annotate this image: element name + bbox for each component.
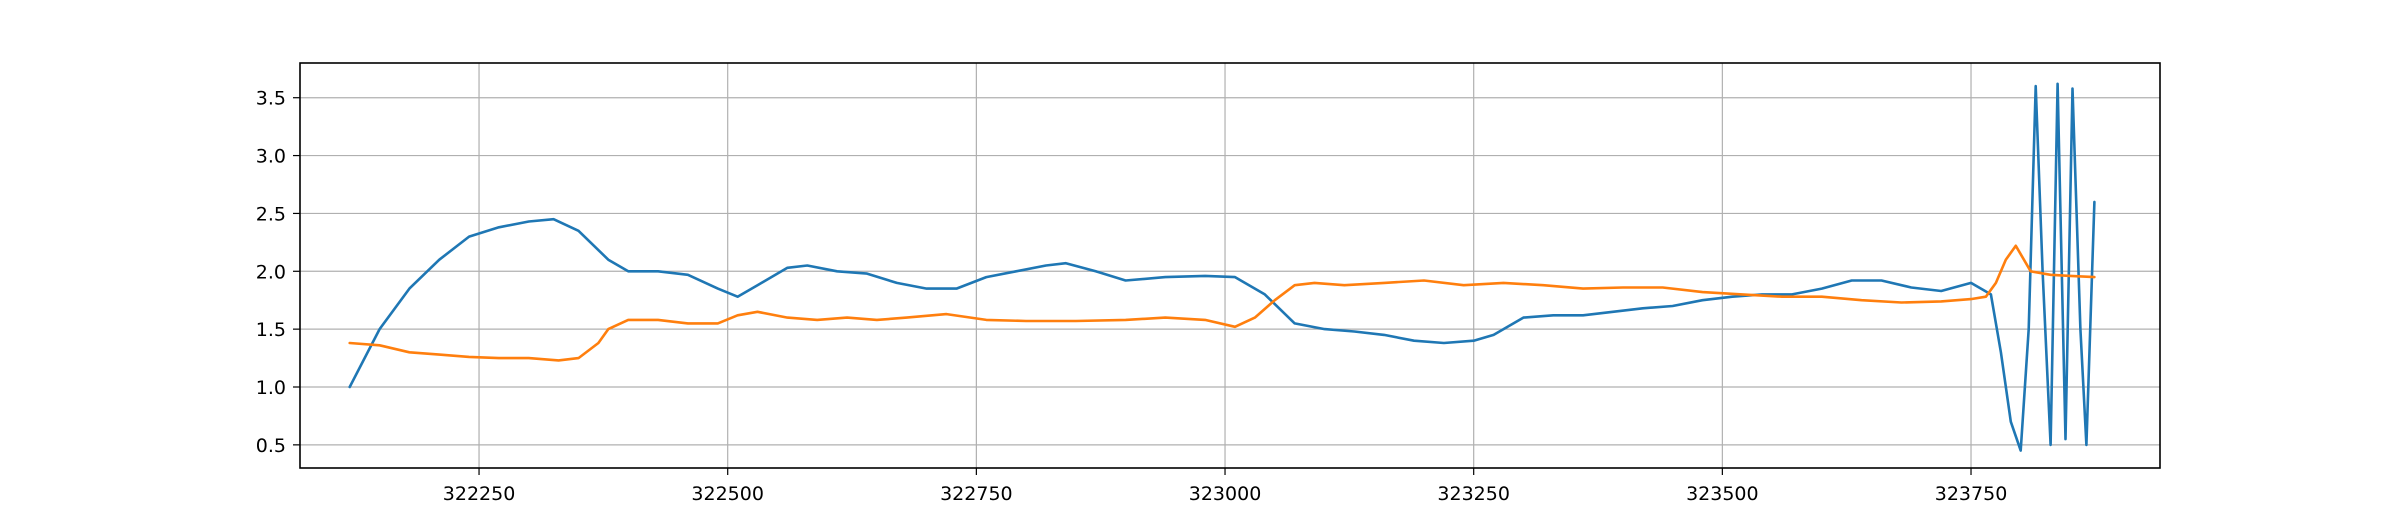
x-tick-label: 322500 xyxy=(691,483,764,505)
y-tick-label: 3.0 xyxy=(256,146,286,168)
grid-layer xyxy=(300,63,2160,468)
x-tick-label: 322250 xyxy=(443,483,516,505)
x-tick-label: 323250 xyxy=(1437,483,1510,505)
series-line-2 xyxy=(348,244,2096,362)
x-tick-label: 323000 xyxy=(1189,483,1262,505)
y-tick-label: 3.5 xyxy=(256,88,286,110)
x-tick-label: 323750 xyxy=(1935,483,2008,505)
x-tick-label: 322750 xyxy=(940,483,1013,505)
x-tick-label: 323500 xyxy=(1686,483,1759,505)
series-layer xyxy=(348,82,2096,452)
y-tick-label: 0.5 xyxy=(256,435,286,457)
axes-frame xyxy=(299,62,2161,469)
y-tick-label: 2.5 xyxy=(256,203,286,225)
y-tick-label: 1.0 xyxy=(256,377,286,399)
series-line-1 xyxy=(348,82,2096,452)
y-tick-label: 2.0 xyxy=(256,261,286,283)
tick-layer: 322250 322500 322750 323000 323250 323500 3237… xyxy=(256,88,2008,505)
y-tick-label: 1.5 xyxy=(256,319,286,341)
